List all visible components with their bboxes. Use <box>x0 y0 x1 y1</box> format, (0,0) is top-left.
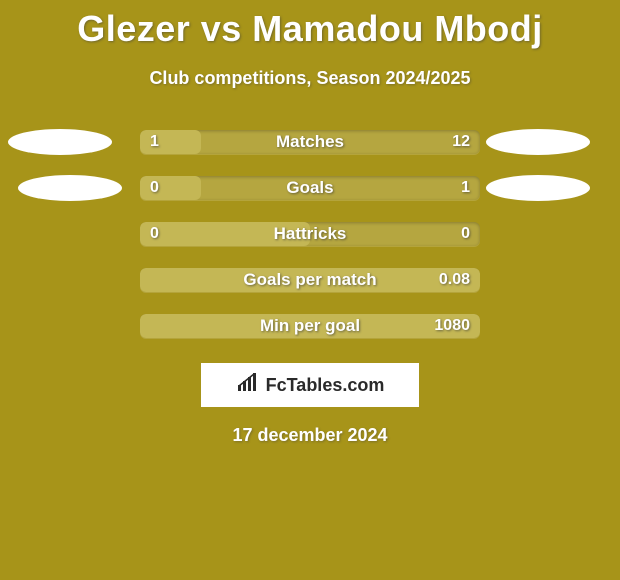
brand-chart-icon <box>236 373 260 398</box>
bar-fill-left <box>140 222 310 246</box>
page-title: Glezer vs Mamadou Mbodj <box>0 0 620 50</box>
player-right-marker <box>486 129 590 155</box>
stat-row: 0 1 Goals <box>0 165 620 211</box>
date-line: 17 december 2024 <box>0 425 620 446</box>
subtitle: Club competitions, Season 2024/2025 <box>0 68 620 89</box>
stat-row: 0.08 Goals per match <box>0 257 620 303</box>
bar-track <box>140 176 480 200</box>
player-right-marker <box>486 175 590 201</box>
player-left-marker <box>18 175 122 201</box>
stat-row: 0 0 Hattricks <box>0 211 620 257</box>
bar-fill-left <box>140 268 480 292</box>
stat-row: 1 12 Matches <box>0 119 620 165</box>
brand-box: FcTables.com <box>201 363 419 407</box>
brand-text: FcTables.com <box>266 375 385 396</box>
bar-fill-left <box>140 176 201 200</box>
bar-fill-left <box>140 314 480 338</box>
stat-row: 1080 Min per goal <box>0 303 620 349</box>
player-left-marker <box>8 129 112 155</box>
bar-track <box>140 222 480 246</box>
bar-track <box>140 130 480 154</box>
bar-track <box>140 268 480 292</box>
comparison-chart: 1 12 Matches 0 1 Goals 0 0 Hattricks <box>0 119 620 349</box>
bar-fill-left <box>140 130 201 154</box>
bar-track <box>140 314 480 338</box>
